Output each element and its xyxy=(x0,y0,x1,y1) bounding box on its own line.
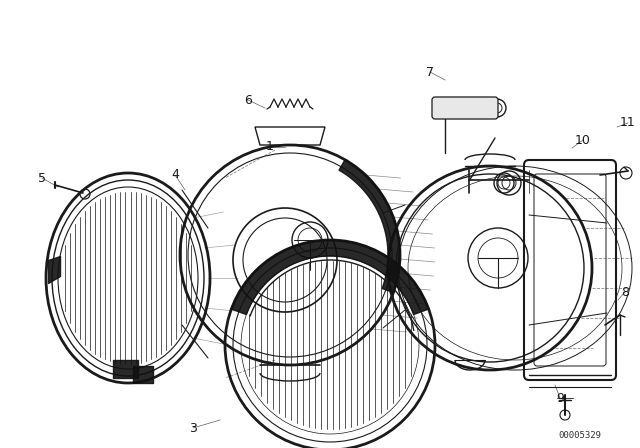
Text: 5: 5 xyxy=(38,172,46,185)
Polygon shape xyxy=(339,160,400,293)
Polygon shape xyxy=(231,240,429,314)
Text: 00005329: 00005329 xyxy=(559,431,602,439)
Text: 6: 6 xyxy=(244,94,252,107)
Text: 4: 4 xyxy=(171,168,179,181)
Text: 8: 8 xyxy=(621,285,629,298)
Text: 1: 1 xyxy=(266,141,274,154)
Text: 7: 7 xyxy=(426,65,434,78)
Text: 10: 10 xyxy=(575,134,591,146)
FancyBboxPatch shape xyxy=(432,97,498,119)
Text: 11: 11 xyxy=(620,116,636,129)
Text: 3: 3 xyxy=(189,422,197,435)
Text: 9: 9 xyxy=(556,392,564,405)
